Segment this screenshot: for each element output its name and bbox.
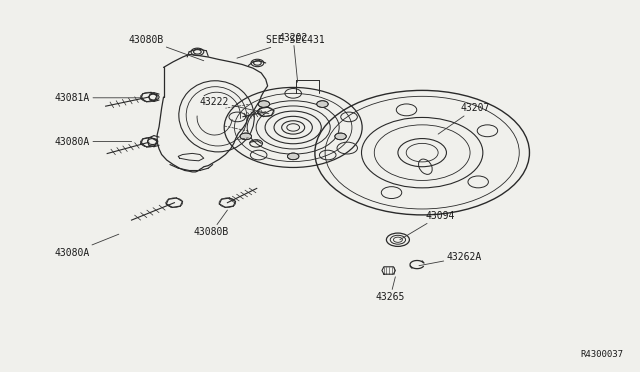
- Text: 43080A: 43080A: [55, 234, 119, 258]
- Text: 43094: 43094: [400, 211, 455, 240]
- Text: 43080A: 43080A: [55, 137, 132, 147]
- Text: 43080B: 43080B: [194, 210, 229, 237]
- Circle shape: [317, 101, 328, 108]
- Text: 43081A: 43081A: [55, 93, 140, 103]
- Text: 43222: 43222: [200, 96, 269, 114]
- Text: 43265: 43265: [376, 277, 405, 302]
- Text: 43202: 43202: [278, 33, 308, 82]
- Circle shape: [287, 153, 299, 160]
- Circle shape: [240, 133, 252, 140]
- Text: 43080B: 43080B: [128, 35, 204, 61]
- Text: 43262A: 43262A: [419, 252, 482, 266]
- Text: R4300037: R4300037: [580, 350, 623, 359]
- Circle shape: [258, 101, 269, 108]
- Text: SEE SEC431: SEE SEC431: [237, 35, 324, 58]
- Circle shape: [335, 133, 346, 140]
- Text: 43207: 43207: [438, 103, 490, 134]
